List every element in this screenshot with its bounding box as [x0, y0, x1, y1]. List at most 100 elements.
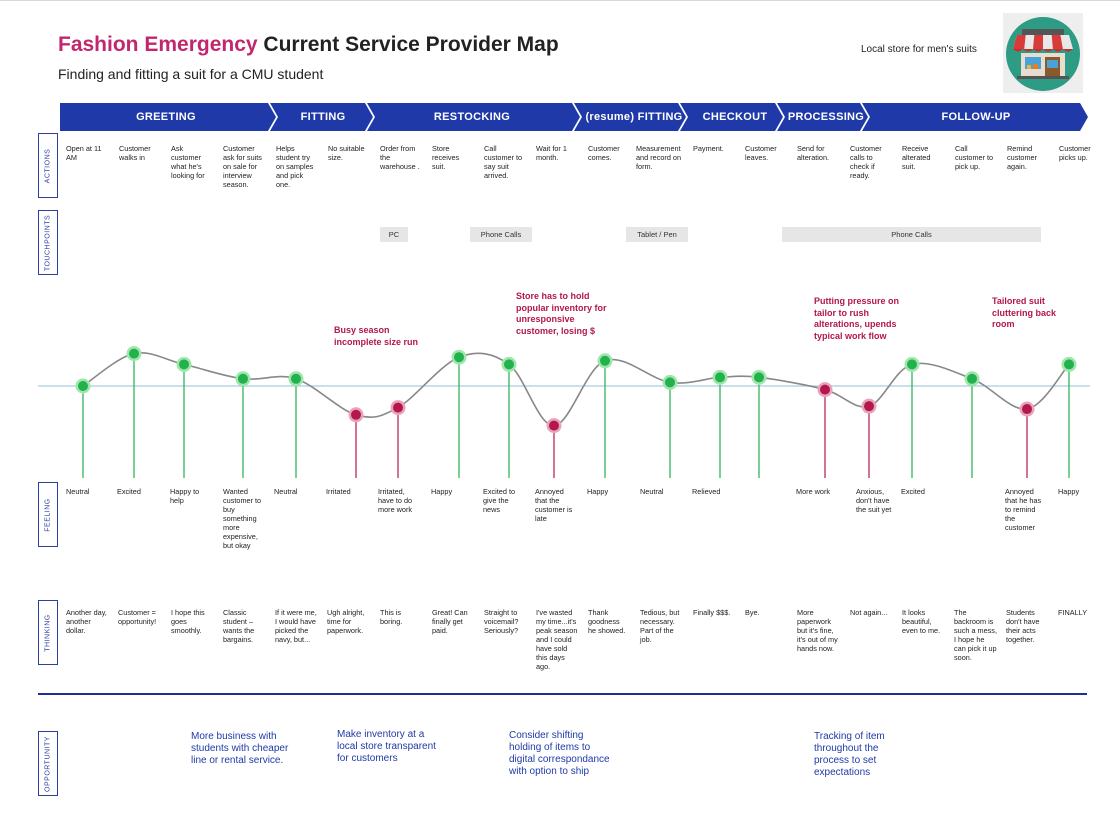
pain-point-note: Putting pressure on tailor to rush alter… [814, 296, 900, 341]
phase-greeting: GREETING [136, 111, 196, 123]
phase-processing: PROCESSING [787, 111, 865, 123]
emotion-point [715, 372, 725, 383]
touchpoint-phone-calls: Phone Calls [470, 227, 532, 242]
emotion-point-halo [451, 349, 467, 365]
phase-checkout: CHECKOUT [702, 111, 768, 123]
emotion-point [864, 401, 874, 412]
touchpoint-tablet-pen: Tablet / Pen [626, 227, 688, 242]
thinking-cell: It looks beautiful, even to me. [902, 608, 941, 635]
emotion-point-halo [817, 382, 833, 398]
feeling-cell: Relieved [692, 487, 721, 496]
emotion-point [393, 402, 403, 413]
row-label-actions: ACTIONS [38, 133, 58, 198]
action-cell: Remind customer again. [1007, 144, 1038, 171]
feeling-cell: Happy to help [170, 487, 200, 505]
feeling-cell: More work [796, 487, 831, 496]
emotion-point-halo [288, 371, 304, 387]
feeling-cell: Neutral [274, 487, 298, 496]
action-cell: Customer picks up. [1059, 144, 1091, 162]
thinking-cell: Ugh alright, time for paperwork. [327, 608, 365, 635]
emotion-point [504, 359, 514, 370]
action-cell: Store receives suit. [432, 144, 460, 171]
emotion-point-halo [75, 378, 91, 394]
emotion-point [238, 373, 248, 384]
thinking-cell: Classic student – wants the bargains. [223, 608, 255, 644]
emotion-point-halo [904, 356, 920, 372]
phase-shape-processing [777, 103, 868, 131]
emotion-point [820, 384, 830, 395]
action-cell: Order from the warehouse . [380, 144, 420, 171]
feeling-cell: Annoyed that the customer is late [535, 487, 573, 523]
page-title: Fashion Emergency Current Service Provid… [58, 33, 559, 57]
phase-restocking: RESTOCKING [433, 111, 511, 123]
thinking-cell: Thank goodness he showed. [588, 608, 626, 635]
action-cell: No suitable size. [328, 144, 365, 162]
pain-point-note: Busy season incomplete size run [334, 325, 419, 347]
emotion-curve [82, 352, 1070, 427]
emotion-point [665, 377, 675, 388]
feeling-cell: Neutral [66, 487, 90, 496]
phase-follow-up: FOLLOW-UP [941, 111, 1011, 123]
action-cell: Helps student try on samples and pick on… [276, 144, 314, 189]
action-cell: Ask customer what he's looking for [171, 144, 205, 180]
thinking-cell: This is boring. [380, 608, 403, 626]
row-label-touchpoints: TOUCHPOINTS [38, 210, 58, 275]
thinking-cell: If it were me, I would have picked the n… [275, 608, 317, 644]
thinking-cell: Tedious, but necessary. Part of the job. [640, 608, 680, 644]
action-cell: Open at 11 AM [66, 144, 102, 162]
phase-shape-fitting [270, 103, 373, 131]
action-cell: Call customer to pick up. [955, 144, 994, 171]
title-text: Current Service Provider Map [257, 33, 559, 56]
emotion-point-halo [501, 356, 517, 372]
emotion-point-halo [348, 407, 364, 423]
feeling-cell: Excited to give the news [483, 487, 516, 514]
action-cell: Customer comes. [588, 144, 620, 162]
thinking-cell: Not again... [850, 608, 888, 617]
storefront-icon [1003, 13, 1083, 93]
pain-point-note: Store has to hold popular inventory for … [516, 291, 607, 336]
emotion-point-halo [712, 369, 728, 385]
phase-shape-follow-up [862, 103, 1088, 131]
feeling-cell: Happy [431, 487, 453, 496]
row-label-thinking: THINKING [38, 600, 58, 665]
feeling-cell: Excited [117, 487, 141, 496]
opportunity-divider [38, 693, 1087, 695]
emotion-point-halo [662, 374, 678, 390]
phase-bar [60, 103, 1088, 131]
emotion-point-halo [964, 371, 980, 387]
top-rule [0, 0, 1120, 1]
emotion-point [1022, 404, 1032, 415]
feeling-cell: Happy [587, 487, 609, 496]
thinking-cell: Customer = opportunity! [118, 608, 157, 626]
phase-shape-greeting [60, 103, 276, 131]
thinking-cell: I hope this goes smoothly. [171, 608, 205, 635]
emotion-point-halo [1019, 401, 1035, 417]
thinking-cell: Students don't have their acts together. [1006, 608, 1040, 644]
emotion-point-halo [126, 346, 142, 362]
emotion-point [967, 373, 977, 384]
pain-point-note: Tailored suit cluttering back room [992, 296, 1057, 329]
emotion-point [600, 355, 610, 366]
phase-shape-checkout [680, 103, 783, 131]
phase-resume-fitting: (resume) FITTING [585, 111, 683, 123]
opportunity-note: Consider shifting holding of items to di… [509, 730, 610, 777]
thinking-cell: Another day, another dollar. [66, 608, 107, 635]
row-label-feeling: FEELING [38, 482, 58, 547]
thinking-cell: Bye. [745, 608, 760, 617]
emotion-point-halo [597, 353, 613, 369]
feeling-cell: Excited [901, 487, 925, 496]
emotion-point-halo [390, 400, 406, 416]
action-cell: Send for alteration. [797, 144, 830, 162]
touchpoint-phone-calls-2: Phone Calls [782, 227, 1041, 242]
action-cell: Payment. [693, 144, 724, 153]
thinking-cell: Great! Can finally get paid. [432, 608, 468, 635]
page-subtitle: Finding and fitting a suit for a CMU stu… [58, 66, 324, 82]
opportunity-note: Make inventory at a local store transpar… [337, 729, 436, 764]
action-cell: Call customer to say suit arrived. [484, 144, 523, 180]
touchpoint-pc: PC [380, 227, 408, 242]
opportunity-note: Tracking of item throughout the process … [814, 731, 885, 778]
emotion-point-halo [751, 369, 767, 385]
emotion-point [907, 359, 917, 370]
store-label: Local store for men's suits [861, 44, 977, 55]
opportunity-note: More business with students with cheaper… [191, 731, 289, 766]
